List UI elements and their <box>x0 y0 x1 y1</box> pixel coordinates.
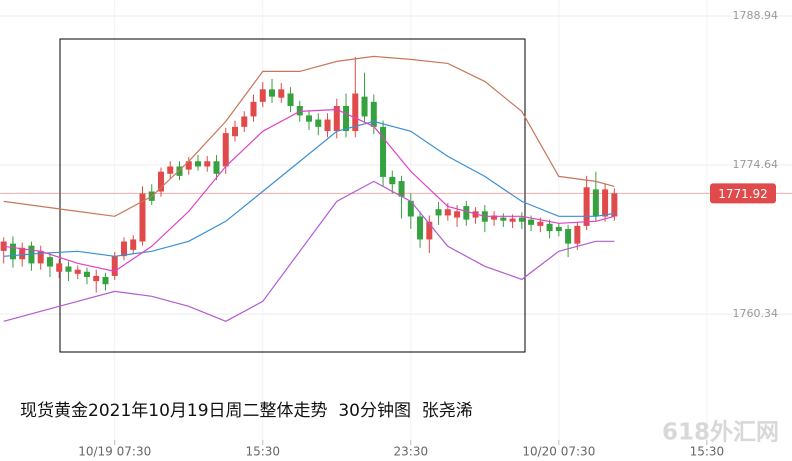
candle-body <box>574 225 581 244</box>
candle-body <box>213 161 220 174</box>
candle-body <box>500 217 507 221</box>
candle-body <box>287 93 294 107</box>
candle-body <box>222 133 229 167</box>
candle-body <box>398 181 405 197</box>
candle-body <box>583 187 590 226</box>
candle-body <box>269 89 276 97</box>
indicator-line <box>3 120 615 257</box>
candle-body <box>139 193 146 242</box>
y-tick-label: 1760.34 <box>733 307 779 320</box>
x-tick-label: 15:30 <box>245 445 280 459</box>
caption: 现货黄金2021年10月19日周二整体走势 30分钟图 张尧浠 <box>20 401 473 421</box>
candle-body <box>111 256 118 276</box>
x-tick-label: 23:30 <box>394 445 429 459</box>
candle-body <box>167 166 174 174</box>
y-tick-label: 1774.64 <box>733 158 779 171</box>
candle-body <box>306 115 313 122</box>
candle-body <box>259 89 266 102</box>
candle-body <box>241 116 248 127</box>
candle-body <box>361 96 368 117</box>
candle-body <box>417 216 424 240</box>
annotation-box <box>59 38 526 353</box>
candle-body <box>463 206 470 220</box>
candle-body <box>435 209 442 216</box>
candle-body <box>278 89 285 98</box>
candle-body <box>602 189 609 217</box>
x-tick-label: 10/19 07:30 <box>78 445 151 459</box>
indicator-line <box>3 108 615 272</box>
candle-body <box>389 176 396 185</box>
candle-body <box>426 221 433 240</box>
candle-body <box>46 257 53 267</box>
candle-body <box>315 119 322 127</box>
candle-body <box>407 200 414 217</box>
candle-body <box>102 276 109 285</box>
candle-body <box>65 266 72 272</box>
candle-body <box>611 193 618 217</box>
candle-body <box>74 269 81 274</box>
candle-body <box>93 275 100 282</box>
candle-body <box>176 166 183 176</box>
candle-body <box>380 126 387 177</box>
indicator-line <box>3 55 615 217</box>
candle-body <box>120 241 127 257</box>
candle-body <box>56 263 63 272</box>
candle-body <box>9 243 16 260</box>
candle-body <box>343 106 350 132</box>
candle-body <box>555 226 562 232</box>
candle-body <box>565 229 572 244</box>
candle-body <box>157 171 164 192</box>
candle-body <box>546 223 553 232</box>
candle-body <box>232 126 239 137</box>
candle-body <box>454 211 461 218</box>
x-tick-label: 10/20 07:30 <box>522 445 595 459</box>
candle-body <box>250 101 257 117</box>
candle-body <box>296 106 303 116</box>
candle-body <box>491 215 498 220</box>
candle-body <box>204 161 211 167</box>
candle-body <box>37 250 44 264</box>
candle-body <box>195 161 201 167</box>
candle-body <box>518 217 525 222</box>
candle-body <box>592 189 599 217</box>
candle-body <box>185 161 192 170</box>
last-price-label: 1771.92 <box>718 187 768 201</box>
candle-body <box>0 241 7 251</box>
candle-body <box>333 106 340 132</box>
candle-body <box>528 219 535 225</box>
candle-body <box>370 101 377 127</box>
candle-body <box>352 93 359 132</box>
y-tick-label: 1788.94 <box>733 9 779 22</box>
candle-body <box>83 271 90 277</box>
candle-body <box>444 209 451 216</box>
watermark: 618外汇网 <box>662 419 779 446</box>
x-tick-label: 15:30 <box>690 445 725 459</box>
candle-body <box>537 221 544 226</box>
candle-body <box>19 247 26 260</box>
candle-body <box>324 119 331 132</box>
candle-body <box>509 218 516 222</box>
indicator-line <box>3 180 615 322</box>
last-price-box <box>710 183 776 204</box>
candle-body <box>130 239 137 250</box>
